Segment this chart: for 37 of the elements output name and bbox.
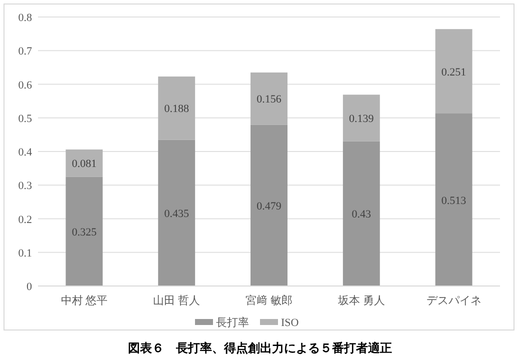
data-label: 0.43 [352, 208, 372, 221]
data-label: 0.081 [72, 158, 97, 170]
legend-label: 長打率 [216, 316, 249, 329]
text: 図表６ 長打率、得点創出力による５番打者適正 [128, 341, 392, 355]
bar [250, 72, 288, 125]
x-tick-label: デスパイネ [426, 295, 482, 307]
bar [158, 76, 196, 140]
y-tick-label: 0.1 [18, 247, 32, 260]
y-tick-label: 0 [26, 281, 32, 293]
y-tick-label: 0.2 [18, 214, 32, 226]
data-label: 0.251 [441, 66, 466, 78]
bar [435, 114, 472, 286]
legend-label: ISO [281, 317, 299, 329]
bar [158, 140, 196, 286]
data-label: 0.139 [349, 113, 374, 126]
x-tick-label: 山田 哲人 [153, 294, 200, 307]
x-tick-label: 坂本 勇人 [337, 294, 385, 307]
y-tick-label: 0.3 [18, 180, 32, 192]
data-label: 0.435 [164, 208, 190, 220]
x-tick-label: 中村 悠平 [60, 294, 108, 307]
bar [66, 176, 103, 286]
y-tick-label: 0.8 [18, 12, 32, 24]
data-label: 0.479 [256, 200, 282, 212]
bar [435, 29, 472, 114]
bar [342, 94, 380, 142]
bar [250, 124, 288, 286]
bar [66, 149, 103, 177]
y-tick-label: 0.5 [18, 112, 32, 125]
y-tick-label: 0.6 [18, 79, 32, 92]
data-label: 0.188 [164, 103, 190, 116]
bar [342, 141, 380, 286]
y-tick-label: 0.7 [18, 46, 32, 58]
y-tick-label: 0.4 [18, 146, 32, 158]
x-tick-label: 宮﨑 敏郎 [246, 294, 292, 307]
data-label: 0.513 [441, 194, 467, 207]
data-label: 0.325 [72, 226, 98, 238]
data-label: 0.156 [256, 94, 282, 106]
